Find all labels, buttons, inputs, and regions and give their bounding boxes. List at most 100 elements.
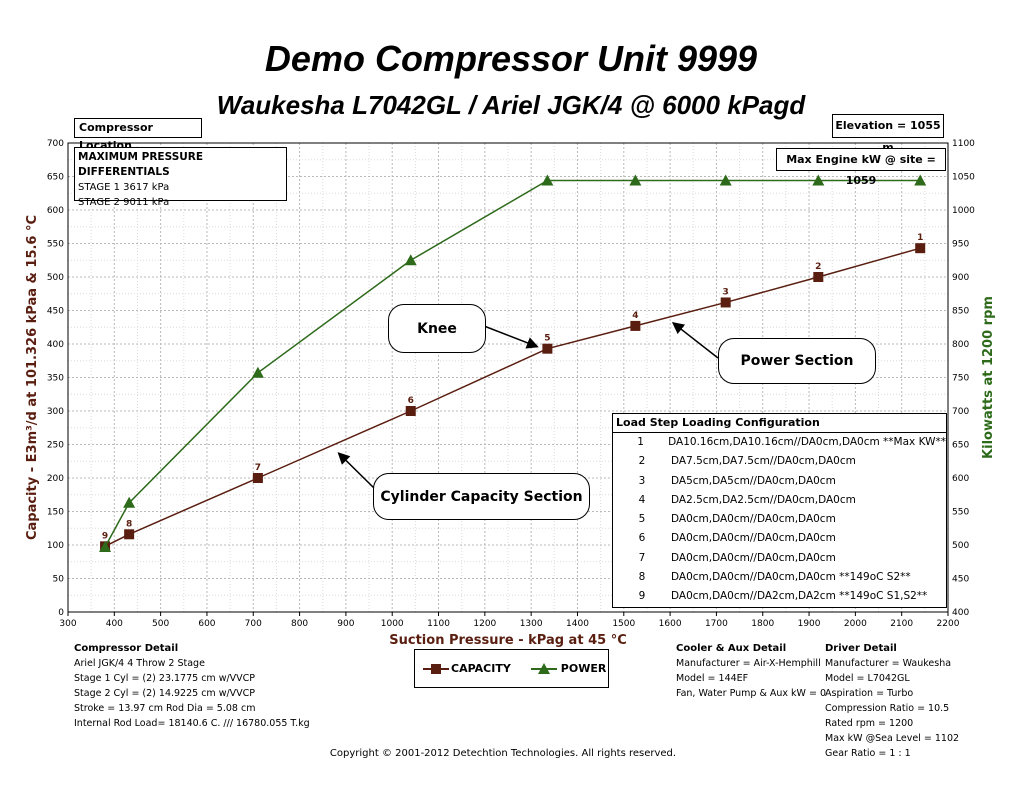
power-point xyxy=(123,496,136,508)
capacity-point-label: 2 xyxy=(815,262,821,272)
load-step-title: Load Step Loading Configuration xyxy=(613,414,946,433)
compressor-detail-line: Internal Rod Load= 18140.6 C. /// 16780.… xyxy=(74,718,310,729)
y-tick-label: 200 xyxy=(47,474,64,484)
load-step-number: 9 xyxy=(638,590,646,603)
y2-tick-label: 400 xyxy=(952,608,969,618)
y-tick-label: 300 xyxy=(47,407,64,417)
elevation-box: Elevation = 1055 m xyxy=(832,114,944,154)
y2-tick-label: 850 xyxy=(952,307,969,317)
load-step-row: 6 DA0cm,DA0cm//DA0cm,DA0cm xyxy=(613,529,946,548)
x-tick-label: 1200 xyxy=(473,619,496,629)
y2-tick-label: 1100 xyxy=(952,139,975,149)
capacity-point-label: 7 xyxy=(255,463,261,473)
max-pressure-title: MAXIMUM PRESSURE DIFFERENTIALS xyxy=(78,151,204,178)
power-point xyxy=(541,174,554,186)
load-step-number: 7 xyxy=(638,551,646,564)
load-step-number: 2 xyxy=(638,455,646,468)
load-step-number: 8 xyxy=(638,571,646,584)
compressor-detail-line: Stage 1 Cyl = (2) 23.1775 cm w/VVCP xyxy=(74,673,256,684)
x-tick-label: 1900 xyxy=(798,619,821,629)
capacity-legend-label: CAPACITY xyxy=(451,662,511,675)
power-point xyxy=(812,174,825,186)
arrow-layer xyxy=(337,321,719,490)
y-tick-label: 100 xyxy=(47,541,64,551)
x-tick-label: 900 xyxy=(337,619,354,629)
driver-detail-line: Aspiration = Turbo xyxy=(825,688,914,699)
capacity-point xyxy=(405,406,416,416)
load-step-rows: 1 DA10.16cm,DA10.16cm//DA0cm,DA0cm **Max … xyxy=(613,433,946,607)
capacity-point xyxy=(720,297,731,308)
y-tick-label: 650 xyxy=(47,173,64,183)
cooler-detail-line: Manufacturer = Air-X-Hemphill xyxy=(676,658,821,669)
compressor-detail-line: Stage 2 Cyl = (2) 14.9225 cm w/VVCP xyxy=(74,688,256,699)
capacity-point-label: 6 xyxy=(408,396,414,406)
knee-label: Knee xyxy=(417,320,457,337)
driver-detail: Driver Detail Manufacturer = Waukesha Mo… xyxy=(825,641,959,761)
x-tick-label: 2100 xyxy=(890,619,913,629)
cooler-detail: Cooler & Aux Detail Manufacturer = Air-X… xyxy=(676,641,826,701)
y-tick-label: 50 xyxy=(53,575,65,585)
x-tick-label: 500 xyxy=(152,619,169,629)
y-tick-label: 250 xyxy=(47,441,64,451)
y2-tick-label: 700 xyxy=(952,407,969,417)
y2-tick-label: 450 xyxy=(952,575,969,585)
y-tick-label: 0 xyxy=(58,608,64,618)
load-step-row: 7 DA0cm,DA0cm//DA0cm,DA0cm xyxy=(613,549,946,568)
cylinder-section-callout: Cylinder Capacity Section xyxy=(373,473,590,520)
y2-tick-label: 950 xyxy=(952,240,969,250)
y-tick-label: 350 xyxy=(47,374,64,384)
cooler-detail-line: Fan, Water Pump & Aux kW = 0 xyxy=(676,688,826,699)
load-step-table: Load Step Loading Configuration 1 DA10.16… xyxy=(612,413,947,608)
load-step-config: DA0cm,DA0cm//DA0cm,DA0cm xyxy=(671,532,836,545)
load-step-number: 6 xyxy=(638,532,646,545)
load-step-row: 9 DA0cm,DA0cm//DA2cm,DA2cm **149oC S1,S2*… xyxy=(613,587,946,606)
y2-axis-label: Kilowatts at 1200 rpm xyxy=(981,296,996,459)
driver-detail-title: Driver Detail xyxy=(825,643,897,654)
x-tick-label: 800 xyxy=(291,619,308,629)
compressor-detail-title: Compressor Detail xyxy=(74,643,179,654)
x-tick-label: 1000 xyxy=(381,619,404,629)
power-section-callout: Power Section xyxy=(718,338,876,384)
load-step-row: 8 DA0cm,DA0cm//DA0cm,DA0cm **149oC S2** xyxy=(613,568,946,587)
knee-arrow xyxy=(483,325,539,349)
elevation-label: Elevation = 1055 m xyxy=(835,119,941,154)
x-axis-label: Suction Pressure - kPag at 45 °C xyxy=(389,633,626,648)
load-step-config: DA0cm,DA0cm//DA2cm,DA2cm **149oC S1,S2** xyxy=(671,590,928,603)
capacity-point-label: 1 xyxy=(917,233,923,243)
y-tick-label: 550 xyxy=(47,240,64,250)
load-step-config: DA7.5cm,DA7.5cm//DA0cm,DA0cm xyxy=(671,455,856,468)
load-step-config: DA5cm,DA5cm//DA0cm,DA0cm xyxy=(671,474,836,487)
load-step-number: 1 xyxy=(637,436,644,448)
stage2-label: STAGE 2 9011 kPa xyxy=(78,197,170,208)
power-point xyxy=(629,174,642,186)
y-tick-label: 500 xyxy=(47,273,64,283)
x-tick-label: 400 xyxy=(106,619,123,629)
power-point xyxy=(719,174,732,186)
driver-detail-line: Rated rpm = 1200 xyxy=(825,718,914,729)
load-step-row: 1 DA10.16cm,DA10.16cm//DA0cm,DA0cm **Max … xyxy=(613,433,946,452)
load-step-number: 3 xyxy=(638,474,646,487)
capacity-point-label: 8 xyxy=(126,519,132,529)
compressor-detail-line: Stroke = 13.97 cm Rod Dia = 5.08 cm xyxy=(74,703,256,714)
load-step-config: DA2.5cm,DA2.5cm//DA0cm,DA0cm xyxy=(671,493,856,506)
x-tick-label: 2000 xyxy=(844,619,867,629)
y2-tick-label: 550 xyxy=(952,508,969,518)
driver-detail-line: Model = L7042GL xyxy=(825,673,910,684)
cylinder-section-arrow xyxy=(337,452,376,490)
y-tick-label: 400 xyxy=(47,340,64,350)
load-step-config: DA0cm,DA0cm//DA0cm,DA0cm xyxy=(671,513,836,526)
x-tick-label: 1100 xyxy=(427,619,450,629)
capacity-point-label: 9 xyxy=(102,531,108,541)
driver-detail-line: Compression Ratio = 10.5 xyxy=(825,703,950,714)
x-tick-label: 1500 xyxy=(612,619,635,629)
x-tick-label: 1400 xyxy=(566,619,589,629)
x-tick-label: 600 xyxy=(198,619,215,629)
compressor-detail: Compressor Detail Ariel JGK/4 4 Throw 2 … xyxy=(74,641,310,731)
series-layer: 9 8 7 6 5 4 3 2 1 xyxy=(99,174,927,553)
y2-tick-label: 650 xyxy=(952,441,969,451)
compressor-location-box: Compressor Location xyxy=(74,118,202,152)
y2-tick-label: 600 xyxy=(952,474,969,484)
driver-detail-line: Manufacturer = Waukesha xyxy=(825,658,952,669)
load-step-row: 2 DA7.5cm,DA7.5cm//DA0cm,DA0cm xyxy=(613,452,946,471)
y-axis-label: Capacity - E3m³/d at 101.326 kPaa & 15.6… xyxy=(25,215,40,540)
